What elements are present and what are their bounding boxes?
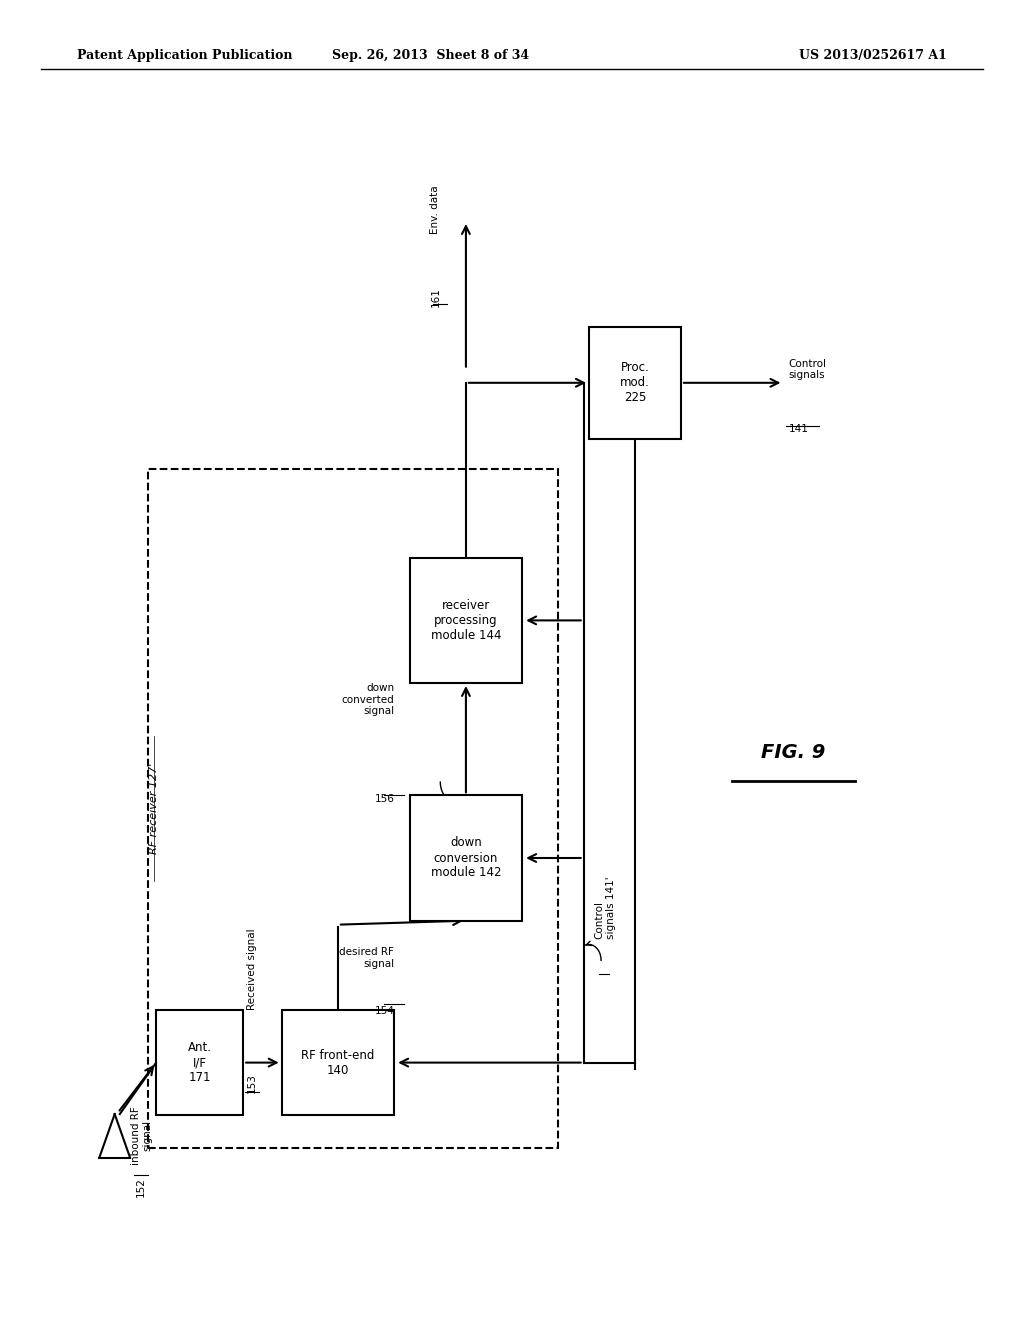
Text: RF front-end
140: RF front-end 140 bbox=[301, 1048, 375, 1077]
Text: down
converted
signal: down converted signal bbox=[341, 682, 394, 717]
Bar bbox=[282, 1010, 394, 1115]
Text: Control
signals 141': Control signals 141' bbox=[594, 876, 615, 939]
Text: US 2013/0252617 A1: US 2013/0252617 A1 bbox=[800, 49, 947, 62]
Bar bbox=[410, 557, 522, 682]
Text: Control
signals: Control signals bbox=[788, 359, 826, 380]
Text: Ant.
I/F
171: Ant. I/F 171 bbox=[187, 1041, 212, 1084]
Text: Patent Application Publication: Patent Application Publication bbox=[77, 49, 292, 62]
Text: down
conversion
module 142: down conversion module 142 bbox=[431, 837, 501, 879]
Text: 152: 152 bbox=[136, 1177, 146, 1197]
Bar bbox=[156, 1010, 244, 1115]
Text: Sep. 26, 2013  Sheet 8 of 34: Sep. 26, 2013 Sheet 8 of 34 bbox=[332, 49, 528, 62]
Text: Env. data: Env. data bbox=[430, 186, 440, 235]
Bar bbox=[410, 795, 522, 921]
Text: Proc.
mod.
225: Proc. mod. 225 bbox=[620, 362, 650, 404]
Text: desired RF
signal: desired RF signal bbox=[339, 948, 394, 969]
Text: 153: 153 bbox=[247, 1073, 257, 1093]
Text: inbound RF
signal: inbound RF signal bbox=[130, 1106, 153, 1166]
Text: Received signal: Received signal bbox=[247, 928, 257, 1010]
Text: 154: 154 bbox=[375, 1006, 394, 1016]
Text: RF receiver 127': RF receiver 127' bbox=[148, 763, 159, 854]
Text: 156: 156 bbox=[375, 793, 394, 804]
Text: receiver
processing
module 144: receiver processing module 144 bbox=[431, 599, 501, 642]
Text: 161: 161 bbox=[430, 286, 440, 308]
Text: FIG. 9: FIG. 9 bbox=[762, 743, 825, 762]
Bar bbox=[589, 327, 681, 438]
Text: 141: 141 bbox=[788, 424, 808, 434]
Bar bbox=[148, 469, 558, 1148]
